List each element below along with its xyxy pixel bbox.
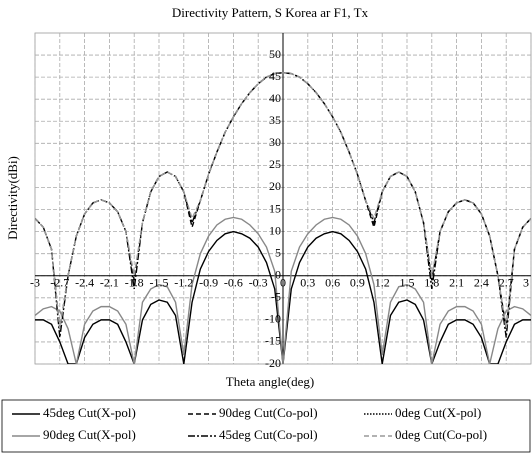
- x-tick-label: -1.2: [174, 275, 193, 289]
- x-tick-label: -0.9: [199, 275, 218, 289]
- x-tick-label: 0: [280, 275, 286, 289]
- x-tick-label: 2.1: [449, 275, 464, 289]
- y-tick-label: 0: [275, 267, 281, 281]
- x-tick-label: 0.3: [300, 275, 315, 289]
- y-tick-label: 35: [269, 113, 281, 127]
- y-tick-label: 10: [269, 223, 281, 237]
- x-tick-label: 2.4: [474, 275, 489, 289]
- x-tick-label: -2.4: [75, 275, 94, 289]
- legend-label: 45deg Cut(Co-pol): [219, 427, 318, 442]
- x-tick-label: -0.6: [224, 275, 243, 289]
- y-tick-label: 20: [269, 179, 281, 193]
- legend-label: 45deg Cut(X-pol): [43, 405, 136, 420]
- legend-label: 0deg Cut(X-pol): [395, 405, 481, 420]
- x-tick-label: -0.3: [249, 275, 268, 289]
- legend-label: 90deg Cut(Co-pol): [219, 405, 318, 420]
- y-tick-label: 30: [269, 135, 281, 149]
- x-tick-label: -1.5: [150, 275, 169, 289]
- x-axis-title: Theta angle(deg): [226, 374, 314, 389]
- y-axis-title: Directivity(dBi): [5, 156, 20, 240]
- chart-title: Directivity Pattern, S Korea ar F1, Tx: [172, 5, 369, 20]
- y-tick-label: 45: [269, 69, 281, 83]
- x-tick-label: 3: [523, 275, 529, 289]
- x-tick-label: 2.7: [499, 275, 514, 289]
- y-tick-label: 5: [275, 245, 281, 259]
- x-tick-label: 0.6: [325, 275, 340, 289]
- y-tick-label: 40: [269, 91, 281, 105]
- legend-label: 90deg Cut(X-pol): [43, 427, 136, 442]
- legend-box: [1, 399, 531, 453]
- series-line: [35, 72, 531, 329]
- x-tick-label: -1.8: [125, 275, 144, 289]
- x-tick-label: 0.9: [350, 275, 365, 289]
- x-tick-label: 1.2: [375, 275, 390, 289]
- x-tick-label: -2.7: [50, 275, 69, 289]
- x-tick-label: 1.8: [424, 275, 439, 289]
- y-tick-label: 15: [269, 201, 281, 215]
- x-tick-label: 1.5: [400, 275, 415, 289]
- series-line: [35, 216, 531, 364]
- y-tick-label: -20: [265, 356, 281, 370]
- legend-label: 0deg Cut(Co-pol): [395, 427, 487, 442]
- series-line: [35, 230, 531, 364]
- y-tick-label: -15: [265, 334, 281, 348]
- y-tick-label: -5: [271, 290, 281, 304]
- y-tick-label: 25: [269, 157, 281, 171]
- x-tick-label: -2.1: [100, 275, 119, 289]
- y-tick-label: -10: [265, 312, 281, 326]
- x-tick-label: -3: [30, 275, 40, 289]
- y-tick-label: 50: [269, 47, 281, 61]
